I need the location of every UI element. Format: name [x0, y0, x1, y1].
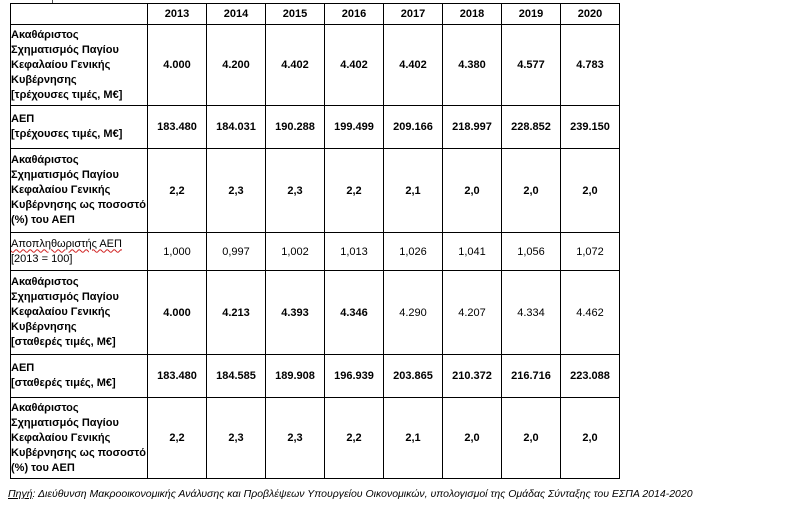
table-cell: 2,3 — [206, 397, 266, 479]
year-header: 2017 — [383, 3, 443, 25]
row-label-unit: [2013 = 100] — [11, 252, 73, 265]
table-cell: 2,0 — [442, 397, 502, 479]
table-row: Αποπληθωριστής ΑΕΠ [2013 = 100] 1,000 0,… — [10, 232, 620, 271]
table-cell: 4.334 — [501, 270, 561, 355]
macro-data-table: 2013 2014 2015 2016 2017 2018 2019 2020 … — [10, 3, 620, 479]
table-cell: 4.290 — [383, 270, 443, 355]
row-label-main: Ακαθάριστος Σχηματισμός Παγίου Κεφαλαίου… — [11, 401, 146, 474]
table-cell: 4.577 — [501, 24, 561, 106]
year-header: 2018 — [442, 3, 502, 25]
table-cell: 2,1 — [383, 397, 443, 479]
table-cell: 4.213 — [206, 270, 266, 355]
row-label: Αποπληθωριστής ΑΕΠ [2013 = 100] — [10, 232, 148, 271]
year-header: 2020 — [560, 3, 620, 25]
row-label-main: ΑΕΠ — [11, 362, 35, 374]
table-cell: 1,072 — [560, 232, 620, 271]
row-label: Ακαθάριστος Σχηματισμός Παγίου Κεφαλαίου… — [10, 397, 148, 479]
year-header: 2015 — [265, 3, 325, 25]
table-cell: 1,002 — [265, 232, 325, 271]
table-cell: 4.783 — [560, 24, 620, 106]
table-cell: 2,0 — [560, 397, 620, 479]
year-header: 2016 — [324, 3, 384, 25]
table-cell: 218.997 — [442, 105, 502, 149]
table-row: ΑΕΠ [τρέχουσες τιμές, Μ€] 183.480 184.03… — [10, 105, 620, 149]
header-row: 2013 2014 2015 2016 2017 2018 2019 2020 — [10, 3, 620, 25]
table-cell: 196.939 — [324, 354, 384, 398]
table-cell: 2,3 — [265, 148, 325, 233]
year-header: 2013 — [147, 3, 207, 25]
row-label: ΑΕΠ [σταθερές τιμές, Μ€] — [10, 354, 148, 398]
table-cell: 2,2 — [324, 148, 384, 233]
row-label-main: Αποπληθωριστής ΑΕΠ — [11, 237, 122, 250]
table-cell: 189.908 — [265, 354, 325, 398]
source-text: : Διεύθυνση Μακροοικονομικής Ανάλυσης κα… — [32, 488, 693, 500]
table-cell: 1,000 — [147, 232, 207, 271]
previous-content-fragment — [0, 0, 812, 4]
table-cell: 2,2 — [147, 397, 207, 479]
source-note: Πηγή: Διεύθυνση Μακροοικονομικής Ανάλυση… — [8, 488, 693, 500]
row-label: ΑΕΠ [τρέχουσες τιμές, Μ€] — [10, 105, 148, 149]
table-cell: 1,013 — [324, 232, 384, 271]
table-cell: 2,1 — [383, 148, 443, 233]
table-cell: 4.200 — [206, 24, 266, 106]
table-cell: 1,041 — [442, 232, 502, 271]
table-cell: 4.000 — [147, 270, 207, 355]
table-cell: 1,056 — [501, 232, 561, 271]
table-cell: 199.499 — [324, 105, 384, 149]
row-label-main: ΑΕΠ — [11, 113, 35, 125]
table-row: ΑΕΠ [σταθερές τιμές, Μ€] 183.480 184.585… — [10, 354, 620, 398]
row-label: Ακαθάριστος Σχηματισμός Παγίου Κεφαλαίου… — [10, 270, 148, 355]
table-cell: 4.402 — [324, 24, 384, 106]
year-header: 2019 — [501, 3, 561, 25]
table-cell: 4.207 — [442, 270, 502, 355]
table-cell: 2,0 — [442, 148, 502, 233]
row-label-unit: [σταθερές τιμές, Μ€] — [11, 336, 116, 348]
row-label-unit: [σταθερές τιμές, Μ€] — [11, 377, 116, 389]
table-cell: 2,3 — [265, 397, 325, 479]
text-fragment-mark — [52, 0, 53, 3]
row-label: Ακαθάριστος Σχηματισμός Παγίου Κεφαλαίου… — [10, 148, 148, 233]
table-cell: 2,0 — [560, 148, 620, 233]
table-cell: 190.288 — [265, 105, 325, 149]
table-cell: 183.480 — [147, 354, 207, 398]
table-cell: 4.402 — [383, 24, 443, 106]
table-cell: 184.585 — [206, 354, 266, 398]
table-cell: 216.716 — [501, 354, 561, 398]
table-cell: 239.150 — [560, 105, 620, 149]
row-label-main: Ακαθάριστος Σχηματισμός Παγίου Κεφαλαίου… — [11, 154, 146, 226]
row-label: Ακαθάριστος Σχηματισμός Παγίου Κεφαλαίου… — [10, 24, 148, 106]
table-cell: 4.393 — [265, 270, 325, 355]
row-label-main: Ακαθάριστος Σχηματισμός Παγίου Κεφαλαίου… — [11, 276, 119, 333]
table-cell: 210.372 — [442, 354, 502, 398]
row-label-unit: [τρέχουσες τιμές, Μ€] — [11, 128, 123, 140]
table-cell: 209.166 — [383, 105, 443, 149]
table-cell: 183.480 — [147, 105, 207, 149]
table-cell: 2,0 — [501, 397, 561, 479]
table-row: Ακαθάριστος Σχηματισμός Παγίου Κεφαλαίου… — [10, 397, 620, 479]
row-label-unit: [τρέχουσες τιμές, Μ€] — [11, 88, 123, 101]
table-cell: 4.380 — [442, 24, 502, 106]
table-row: Ακαθάριστος Σχηματισμός Παγίου Κεφαλαίου… — [10, 148, 620, 233]
table-cell: 2,0 — [501, 148, 561, 233]
table-cell: 2,2 — [324, 397, 384, 479]
table-cell: 4.000 — [147, 24, 207, 106]
table-cell: 4.346 — [324, 270, 384, 355]
table-cell: 4.402 — [265, 24, 325, 106]
table-cell: 184.031 — [206, 105, 266, 149]
corner-cell — [10, 3, 148, 25]
table-cell: 1,026 — [383, 232, 443, 271]
table-cell: 223.088 — [560, 354, 620, 398]
table-cell: 228.852 — [501, 105, 561, 149]
table-cell: 4.462 — [560, 270, 620, 355]
table-row: Ακαθάριστος Σχηματισμός Παγίου Κεφαλαίου… — [10, 270, 620, 355]
table-row: Ακαθάριστος Σχηματισμός Παγίου Κεφαλαίου… — [10, 24, 620, 106]
year-header: 2014 — [206, 3, 266, 25]
table-cell: 0,997 — [206, 232, 266, 271]
table-cell: 2,3 — [206, 148, 266, 233]
table-cell: 2,2 — [147, 148, 207, 233]
source-label: Πηγή — [8, 488, 33, 500]
row-label-main: Ακαθάριστος Σχηματισμός Παγίου Κεφαλαίου… — [11, 28, 119, 86]
table-cell: 203.865 — [383, 354, 443, 398]
